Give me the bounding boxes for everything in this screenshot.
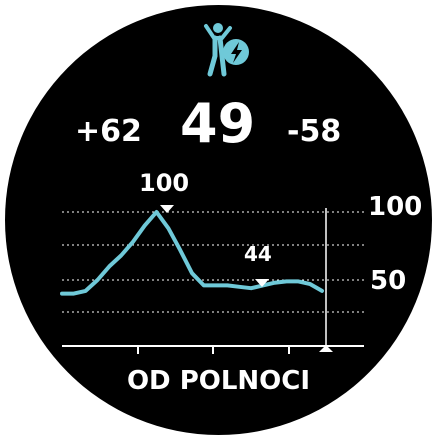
stress-person-lightning-icon xyxy=(204,23,249,77)
current-stress-value: 49 xyxy=(180,92,256,155)
chart-min-marker xyxy=(255,279,269,287)
min-delta-value: -58 xyxy=(287,114,342,149)
y-tick-label-100: 100 xyxy=(368,192,423,222)
stress-series-line xyxy=(60,210,324,296)
y-tick-label-50: 50 xyxy=(370,266,407,296)
current-time-marker xyxy=(319,345,333,352)
max-delta-value: +62 xyxy=(75,114,142,149)
time-range-label: OD POLNOCI xyxy=(126,366,311,396)
chart-max-label: 100 xyxy=(139,169,190,197)
chart-min-label: 44 xyxy=(244,242,272,266)
chart-max-marker xyxy=(160,205,174,213)
watch-face xyxy=(5,5,432,435)
